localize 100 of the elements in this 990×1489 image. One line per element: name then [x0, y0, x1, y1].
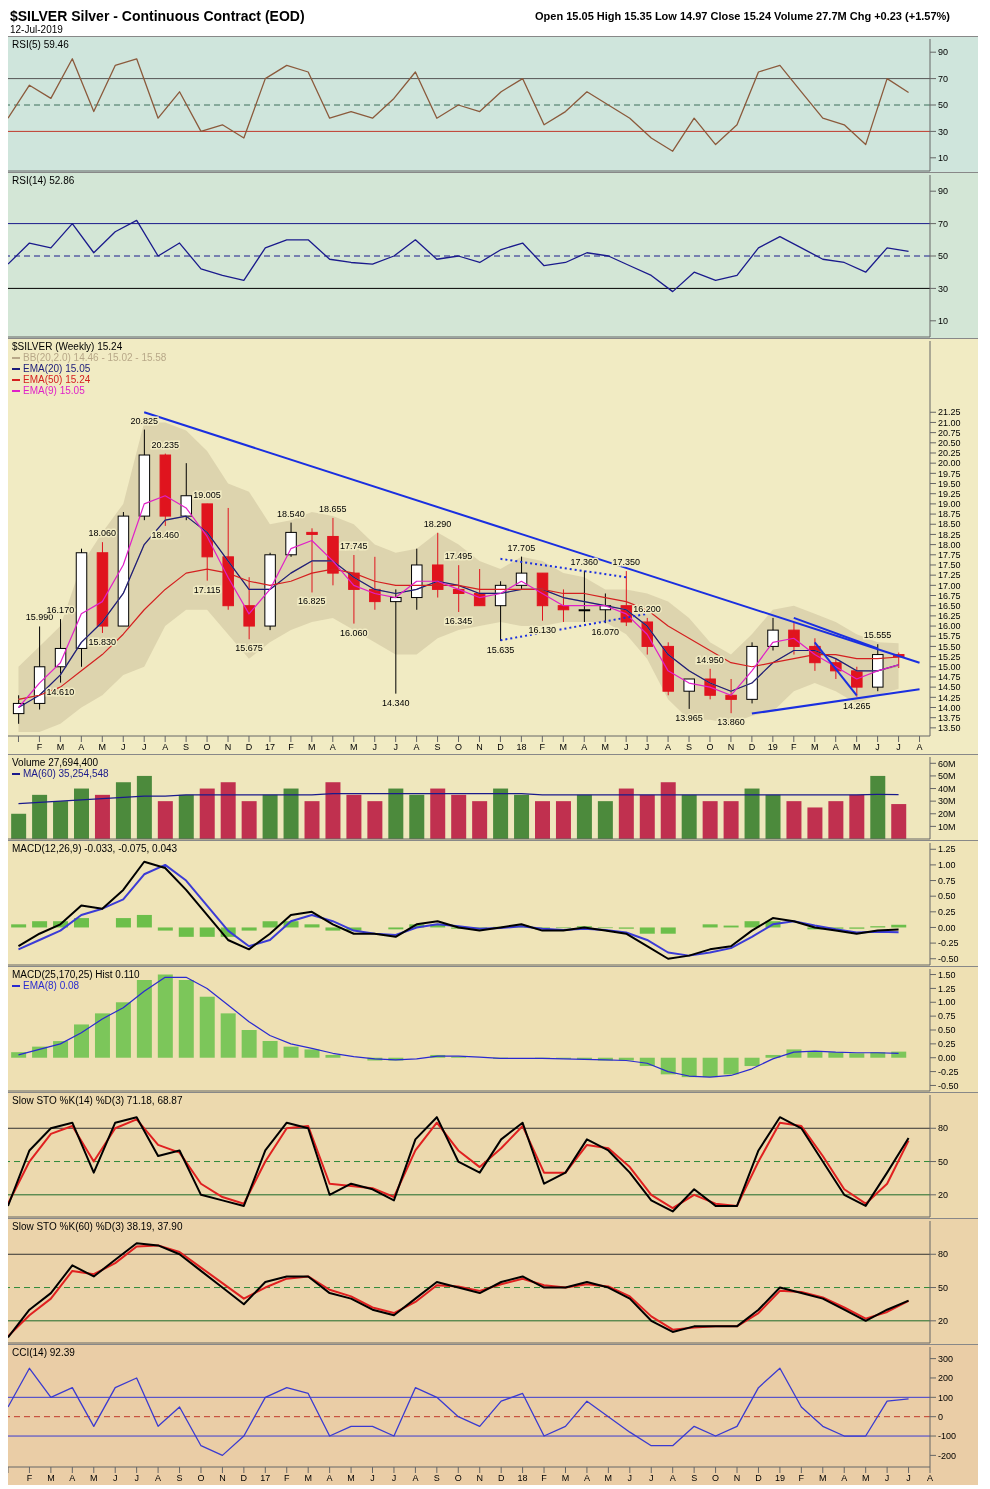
y-tick-label: 17.75	[938, 549, 961, 560]
x-tick-label: M	[47, 1473, 55, 1484]
x-tick-label: F	[288, 742, 295, 753]
annotation: 19.005	[193, 489, 221, 500]
x-tick-label: O	[455, 742, 463, 753]
x-tick-label: A	[841, 1473, 848, 1484]
annotation: 20.825	[130, 415, 158, 426]
x-tick-label: S	[434, 742, 441, 753]
x-tick-label: 18	[517, 1473, 528, 1484]
y-tick-label: 1.00	[938, 997, 956, 1008]
text: $SILVER Silver - Continuous Contract (EOD)	[10, 8, 305, 24]
y-tick-label: 10	[938, 315, 949, 326]
x-tick-label: D	[497, 742, 505, 753]
x-tick-label: M	[347, 1473, 355, 1484]
x-tick-label: M	[98, 742, 107, 753]
y-tick-label: -0.50	[938, 1080, 959, 1091]
y-tick-label: 50	[938, 100, 949, 111]
y-tick-label: -100	[938, 1431, 957, 1442]
x-tick-label: 17	[264, 742, 275, 753]
y-tick-label: 19.25	[938, 488, 961, 499]
chart-title: RSI(5) 59.46	[12, 39, 69, 50]
annotation: 16.070	[591, 627, 619, 638]
y-tick-label: 1.50	[938, 969, 956, 980]
annotation: 14.610	[46, 686, 75, 697]
x-tick-label: D	[497, 1473, 505, 1484]
y-tick-label: 100	[938, 1392, 954, 1403]
legend-label: EMA(9) 15.05	[23, 385, 85, 396]
x-tick-label: J	[644, 742, 650, 753]
x-tick-label: F	[283, 1473, 290, 1484]
y-tick-label: 50	[938, 1282, 949, 1293]
y-tick-label: 0.50	[938, 1025, 956, 1036]
y-tick-label: 18.50	[938, 519, 961, 530]
x-tick-label: F	[539, 742, 546, 753]
y-tick-label: 18.25	[938, 529, 961, 540]
y-tick-label: 30	[938, 126, 949, 137]
x-tick-label: N	[476, 742, 483, 753]
x-tick-label: A	[926, 1473, 934, 1484]
y-tick-label: 19.75	[938, 468, 961, 479]
y-tick-label: 0	[938, 1411, 944, 1422]
annotation: 14.265	[842, 700, 871, 711]
y-tick-label: 14.00	[938, 702, 961, 713]
x-tick-label: J	[896, 742, 901, 753]
y-tick-label: 10M	[938, 821, 956, 832]
x-tick-label: 19	[767, 742, 778, 753]
y-tick-label: -0.25	[938, 1066, 959, 1077]
x-tick-label: J	[112, 1473, 118, 1484]
annotation: 18.655	[319, 503, 347, 514]
x-tick-label: 18	[516, 742, 527, 753]
x-tick-label: M	[304, 1473, 312, 1484]
y-tick-label: 20.50	[938, 438, 961, 448]
annotation: 20.235	[151, 439, 179, 450]
x-tick-label: D	[748, 742, 756, 753]
y-tick-label: 0.00	[938, 1052, 956, 1063]
x-tick-label: O	[712, 1473, 720, 1484]
y-tick-label: 10	[938, 152, 949, 163]
x-tick-label: A	[326, 1473, 333, 1484]
text: Open 15.05 High 15.35 Low 14.97 Close 15.24 Volume 27.7M Chg +0.23 (+1.57%)	[535, 10, 950, 22]
x-tick-label: F	[798, 1473, 805, 1484]
x-tick-label: J	[627, 1473, 633, 1484]
y-tick-label: 20.75	[938, 427, 961, 438]
x-tick-label: A	[665, 742, 672, 753]
y-tick-label: 20M	[938, 808, 956, 819]
y-tick-label: 21.00	[938, 417, 961, 428]
x-tick-label: M	[604, 1473, 613, 1484]
x-tick-label: M	[90, 1473, 98, 1484]
y-tick-label: 70	[938, 73, 949, 84]
annotation: 17.360	[570, 556, 599, 567]
annotation: 18.460	[151, 529, 179, 540]
y-tick-label: 0.50	[938, 891, 956, 902]
x-tick-label: 17	[260, 1473, 271, 1484]
y-tick-label: 16.00	[938, 621, 961, 632]
legend-label: EMA(8) 0.08	[23, 980, 80, 991]
chart-title: MACD(25,170,25) Hist 0.110	[12, 969, 140, 980]
x-tick-label: N	[733, 1473, 741, 1484]
y-tick-label: -0.25	[938, 938, 959, 949]
x-tick-label: F	[36, 742, 43, 753]
x-tick-label: O	[706, 742, 714, 753]
x-tick-label: A	[412, 1473, 419, 1484]
x-tick-label: S	[686, 742, 693, 753]
chart-title: Volume 27,694,400	[12, 757, 99, 768]
x-tick-label: A	[329, 742, 336, 753]
x-tick-label: F	[541, 1473, 548, 1484]
y-tick-label: 1.00	[938, 860, 956, 871]
x-tick-label: A	[78, 742, 85, 753]
x-tick-label: M	[852, 742, 861, 753]
y-tick-label: 1.25	[938, 983, 956, 994]
x-tick-label: 19	[774, 1473, 785, 1484]
y-tick-label: 30M	[938, 796, 956, 807]
legend-label: MA(60) 35,254,548	[23, 768, 109, 779]
y-tick-label: -200	[938, 1450, 957, 1461]
annotation: 17.115	[193, 584, 221, 595]
y-tick-label: 60M	[938, 758, 956, 769]
y-tick-label: 17.50	[938, 560, 961, 571]
x-tick-label: J	[393, 742, 398, 753]
y-tick-label: 0.75	[938, 875, 956, 886]
x-tick-label: S	[183, 742, 190, 753]
x-tick-label: A	[581, 742, 588, 753]
x-tick-label: A	[832, 742, 839, 753]
x-tick-label: S	[176, 1473, 183, 1484]
chart-title: Slow STO %K(60) %D(3) 38.19, 37.90	[12, 1221, 183, 1232]
